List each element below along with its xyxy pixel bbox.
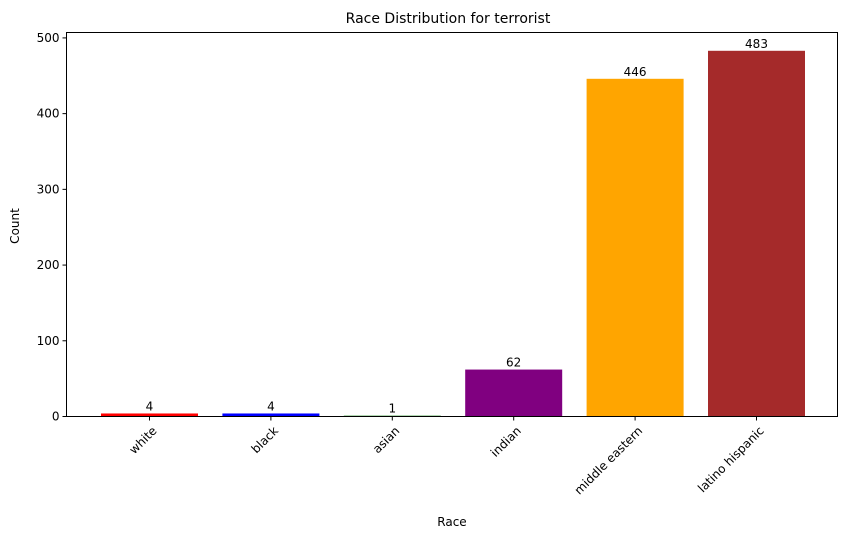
y-tick-label: 500 — [37, 31, 60, 45]
x-tick-label-latino-hispanic: latino hispanic — [695, 424, 767, 496]
x-tick-label-middle-eastern: middle eastern — [572, 424, 646, 498]
y-axis: 0 100 200 300 400 500 — [37, 31, 67, 424]
x-axis: white black asian indian middle eastern latin… — [126, 416, 767, 498]
chart-title: Race Distribution for terrorist — [346, 11, 551, 27]
plot-frame — [66, 32, 838, 417]
bar-indian — [465, 369, 563, 417]
bar-middle-eastern — [586, 78, 684, 417]
y-tick-label: 200 — [37, 258, 60, 272]
x-tick-label-indian: indian — [488, 424, 524, 460]
data-label-middle-eastern: 446 — [624, 65, 647, 79]
y-tick-label: 0 — [52, 410, 60, 424]
data-label-indian: 62 — [506, 356, 521, 370]
data-labels-layer: 4 4 1 62 446 483 — [146, 37, 768, 416]
x-tick-label-asian: asian — [370, 424, 402, 456]
data-label-black: 4 — [267, 399, 275, 413]
bar-black — [222, 413, 320, 417]
bars-layer — [101, 50, 805, 417]
x-axis-label: Race — [437, 515, 466, 529]
data-label-asian: 1 — [388, 402, 396, 416]
x-tick-label-white: white — [126, 424, 159, 457]
y-tick-label: 100 — [37, 334, 60, 348]
y-tick-label: 400 — [37, 107, 60, 121]
bar-white — [101, 413, 198, 417]
x-tick-label-black: black — [249, 424, 281, 456]
data-label-white: 4 — [146, 399, 154, 413]
data-label-latino-hispanic: 483 — [745, 37, 768, 51]
y-axis-label: Count — [8, 208, 22, 244]
bar-latino-hispanic — [708, 50, 805, 417]
y-tick-label: 300 — [37, 182, 60, 196]
